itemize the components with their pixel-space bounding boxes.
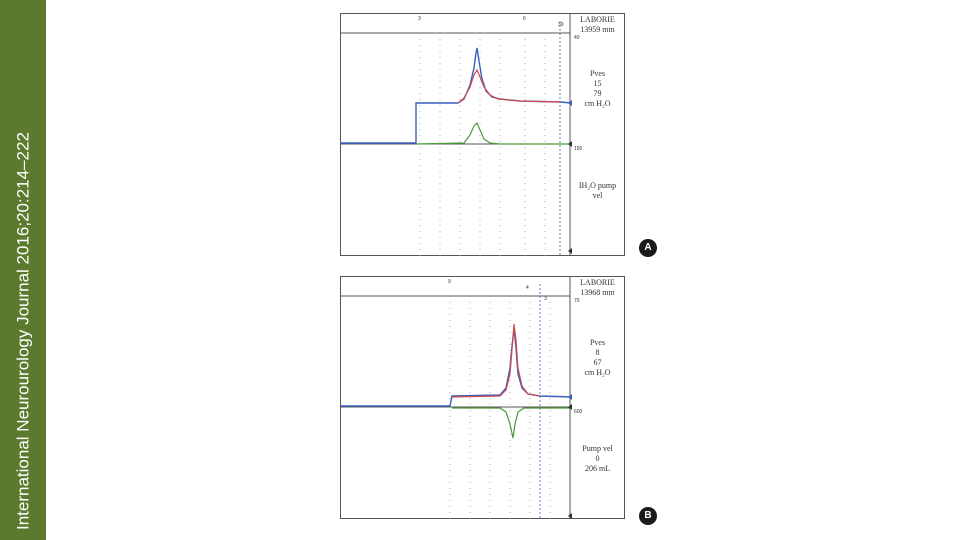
panel-a-tick-2: 6	[523, 16, 526, 22]
panel-a-tick-3: 39	[558, 22, 564, 28]
panel-a-channel2-line1: IH₂O pump	[578, 181, 617, 190]
panel-a-pves-unit: cm H₂O	[584, 99, 611, 108]
panel-a-pves-value-1: 15	[593, 79, 602, 88]
panel-b-pves-symbol: Pves	[589, 338, 606, 347]
panel-b-channel2-line1: Pump vel	[582, 444, 613, 453]
panel-b-tick-3: 3	[544, 296, 547, 302]
panel-b-tick-2: 4	[526, 285, 529, 291]
panel-b-brand: LABORIE	[580, 278, 615, 287]
panel-b-pves-unit: cm H₂O	[584, 368, 611, 377]
urodynamic-panel-b: 9 4 3 70 600 LABORIE 13968 mm Pves 8 67 …	[340, 276, 625, 519]
panel-a-channel2-line2: vel	[592, 191, 603, 200]
panel-a-scale-upper: 40	[574, 35, 580, 41]
panel-a-duration: 13959 mm	[580, 25, 615, 34]
panel-a-brand: LABORIE	[580, 15, 615, 24]
panel-a-pves-symbol: Pves	[589, 69, 606, 78]
panel-a-pves-value-2: 79	[593, 89, 602, 98]
urodynamic-panel-a: 3 6 39 40 150 LABORIE 13959 mm Pves 15 7…	[340, 13, 625, 256]
panel-b-channel2-line3: 206 mL	[584, 464, 611, 473]
panel-a-badge: A	[639, 239, 657, 257]
panel-a-trace: 3 6 39 40 150	[340, 13, 625, 256]
panel-b-channel2-label: Pump vel 0 206 mL	[570, 444, 625, 474]
panel-a-scale-lower: 150	[574, 146, 583, 152]
panel-b-pves-value-1: 8	[595, 348, 600, 357]
panel-b-trace: 9 4 3 70 600	[340, 276, 625, 519]
panel-b-badge: B	[639, 507, 657, 525]
journal-citation: International Neurourology Journal 2016;…	[13, 132, 33, 530]
panel-b-duration: 13968 mm	[580, 288, 615, 297]
panel-b-header: LABORIE 13968 mm	[570, 278, 625, 298]
panel-b-pves-label: Pves 8 67 cm H₂O	[570, 338, 625, 378]
citation-sidebar: International Neurourology Journal 2016;…	[0, 0, 46, 540]
panel-b-scale-upper: 70	[574, 298, 580, 304]
panel-b-scale-lower: 600	[574, 409, 583, 415]
panel-a-channel2-label: IH₂O pump vel	[570, 181, 625, 201]
panel-a-tick-1: 3	[418, 16, 421, 22]
panel-a-pves-label: Pves 15 79 cm H₂O	[570, 69, 625, 109]
panel-b-pves-value-2: 67	[593, 358, 602, 367]
panel-b-channel2-line2: 0	[595, 454, 600, 463]
panel-a-header: LABORIE 13959 mm	[570, 15, 625, 35]
panel-b-tick-1: 9	[448, 279, 451, 285]
